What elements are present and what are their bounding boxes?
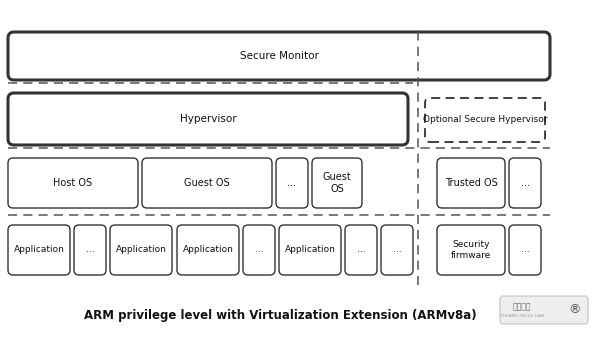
FancyBboxPatch shape bbox=[74, 225, 106, 275]
Text: Application: Application bbox=[116, 245, 166, 254]
FancyBboxPatch shape bbox=[425, 98, 545, 142]
FancyBboxPatch shape bbox=[437, 225, 505, 275]
FancyBboxPatch shape bbox=[142, 158, 272, 208]
Text: Trusted OS: Trusted OS bbox=[445, 178, 497, 188]
FancyBboxPatch shape bbox=[345, 225, 377, 275]
Text: ...: ... bbox=[254, 245, 263, 254]
FancyBboxPatch shape bbox=[500, 296, 588, 324]
Text: ...: ... bbox=[521, 245, 529, 254]
FancyBboxPatch shape bbox=[381, 225, 413, 275]
FancyBboxPatch shape bbox=[8, 158, 138, 208]
FancyBboxPatch shape bbox=[509, 158, 541, 208]
FancyBboxPatch shape bbox=[8, 93, 408, 145]
Text: ...: ... bbox=[86, 245, 94, 254]
Text: ...: ... bbox=[356, 245, 365, 254]
Text: ...: ... bbox=[392, 245, 401, 254]
Text: Host OS: Host OS bbox=[53, 178, 92, 188]
Text: ...: ... bbox=[287, 178, 296, 188]
Text: ®: ® bbox=[568, 304, 580, 316]
Text: Application: Application bbox=[182, 245, 233, 254]
FancyBboxPatch shape bbox=[276, 158, 308, 208]
Text: ...: ... bbox=[521, 178, 530, 188]
Text: Application: Application bbox=[284, 245, 335, 254]
Text: Secure Monitor: Secure Monitor bbox=[239, 51, 319, 61]
Text: ARM privilege level with Virtualization Extension (ARMv8a): ARM privilege level with Virtualization … bbox=[83, 308, 476, 321]
Text: Guest
OS: Guest OS bbox=[323, 172, 352, 194]
FancyBboxPatch shape bbox=[177, 225, 239, 275]
Text: Optional Secure Hypervisor: Optional Secure Hypervisor bbox=[423, 116, 547, 124]
FancyBboxPatch shape bbox=[8, 225, 70, 275]
FancyBboxPatch shape bbox=[509, 225, 541, 275]
FancyBboxPatch shape bbox=[312, 158, 362, 208]
Text: Security
firmware: Security firmware bbox=[451, 240, 491, 260]
Text: CHUANG XIN HU LIAN: CHUANG XIN HU LIAN bbox=[500, 314, 544, 318]
Text: Hypervisor: Hypervisor bbox=[179, 114, 236, 124]
Text: Application: Application bbox=[14, 245, 64, 254]
FancyBboxPatch shape bbox=[243, 225, 275, 275]
FancyBboxPatch shape bbox=[8, 32, 550, 80]
FancyBboxPatch shape bbox=[279, 225, 341, 275]
Text: Guest OS: Guest OS bbox=[184, 178, 230, 188]
Text: 创新互联: 创新互联 bbox=[513, 302, 531, 311]
FancyBboxPatch shape bbox=[110, 225, 172, 275]
FancyBboxPatch shape bbox=[437, 158, 505, 208]
